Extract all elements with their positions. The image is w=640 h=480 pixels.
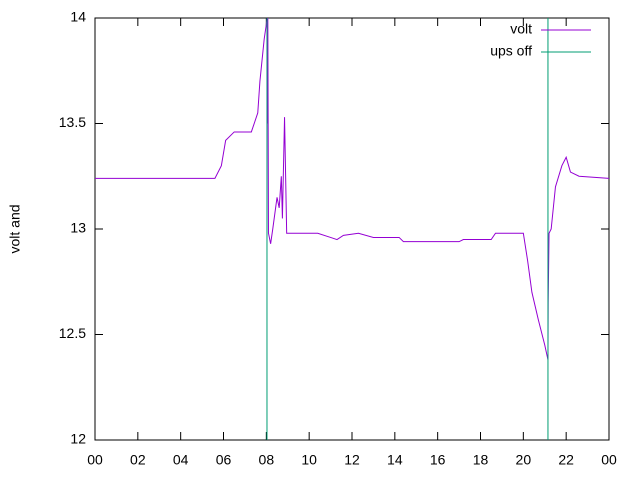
- x-tick-label: 00: [87, 452, 103, 468]
- legend-label: ups off: [490, 43, 532, 59]
- x-tick-label: 22: [558, 452, 574, 468]
- x-tick-label: 08: [259, 452, 275, 468]
- x-tick-label: 00: [601, 452, 617, 468]
- series-line: [266, 18, 549, 440]
- y-tick-label: 13.5: [59, 114, 86, 130]
- legend-label: volt: [510, 21, 532, 37]
- x-tick-label: 12: [344, 452, 360, 468]
- y-tick-label: 12: [70, 431, 86, 447]
- x-tick-label: 14: [387, 452, 403, 468]
- x-tick-label: 18: [473, 452, 489, 468]
- x-tick-label: 04: [173, 452, 189, 468]
- x-tick-label: 10: [301, 452, 317, 468]
- plot-border: [94, 17, 610, 441]
- y-axis-label: volt and: [7, 204, 23, 253]
- y-tick-label: 12.5: [59, 325, 86, 341]
- y-tick-label: 13: [70, 220, 86, 236]
- x-tick-label: 02: [130, 452, 146, 468]
- x-tick-label: 06: [216, 452, 232, 468]
- y-tick-label: 14: [70, 9, 86, 25]
- series-line: [95, 17, 610, 360]
- x-tick-label: 20: [516, 452, 532, 468]
- x-tick-label: 16: [430, 452, 446, 468]
